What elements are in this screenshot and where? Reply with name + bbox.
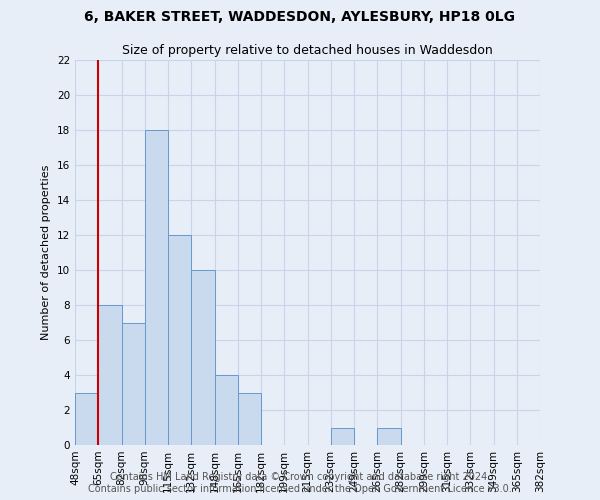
- Bar: [145, 130, 168, 445]
- Bar: [191, 270, 215, 445]
- Bar: [215, 375, 238, 445]
- Bar: [168, 235, 191, 445]
- Bar: [377, 428, 401, 445]
- Bar: [331, 428, 354, 445]
- Bar: [98, 305, 121, 445]
- Text: 6, BAKER STREET, WADDESDON, AYLESBURY, HP18 0LG: 6, BAKER STREET, WADDESDON, AYLESBURY, H…: [85, 10, 515, 24]
- Y-axis label: Number of detached properties: Number of detached properties: [41, 165, 52, 340]
- Text: Contains HM Land Registry data © Crown copyright and database right 2024.
Contai: Contains HM Land Registry data © Crown c…: [88, 472, 512, 494]
- Title: Size of property relative to detached houses in Waddesdon: Size of property relative to detached ho…: [122, 44, 493, 58]
- Bar: [121, 322, 145, 445]
- Bar: [238, 392, 261, 445]
- Bar: [75, 392, 98, 445]
